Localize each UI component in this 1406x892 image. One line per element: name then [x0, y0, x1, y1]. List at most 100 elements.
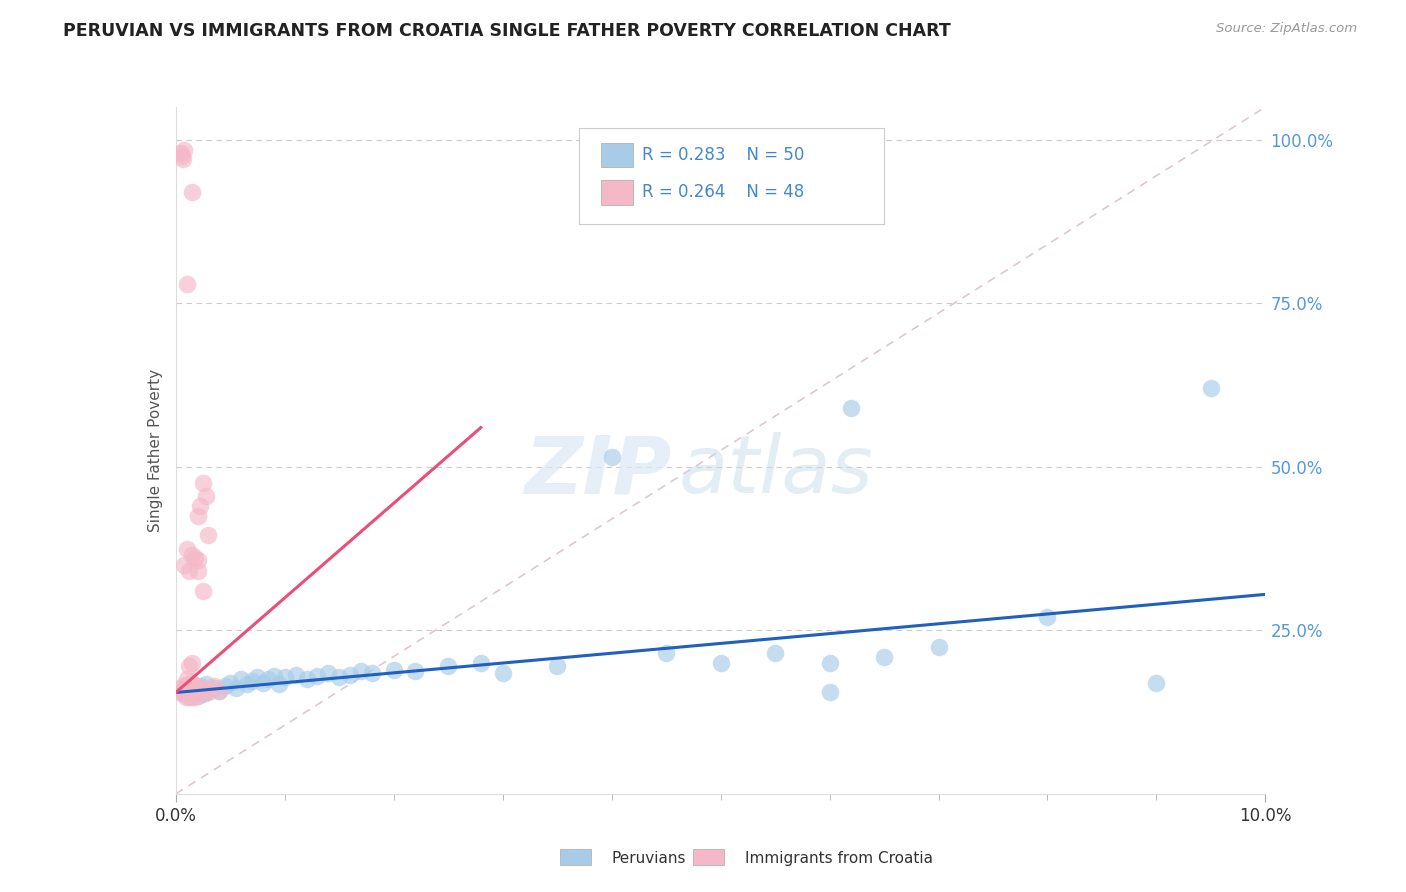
Point — [173, 558, 195, 572]
Point — [246, 670, 269, 684]
Point — [173, 143, 195, 157]
Point — [181, 548, 204, 562]
Point — [208, 683, 231, 698]
Point — [328, 670, 350, 684]
Point — [437, 659, 460, 673]
Point — [219, 675, 242, 690]
Point — [841, 401, 863, 415]
Point — [274, 670, 297, 684]
Point — [263, 669, 285, 683]
Point — [188, 499, 211, 513]
Text: PERUVIAN VS IMMIGRANTS FROM CROATIA SINGLE FATHER POVERTY CORRELATION CHART: PERUVIAN VS IMMIGRANTS FROM CROATIA SING… — [63, 22, 950, 40]
Point — [179, 681, 201, 695]
Point — [184, 683, 207, 698]
Point — [176, 682, 198, 697]
Point — [360, 665, 382, 680]
Text: atlas: atlas — [679, 432, 875, 510]
Point — [763, 646, 786, 660]
Point — [318, 665, 340, 680]
Point — [181, 656, 204, 670]
Point — [195, 677, 218, 691]
FancyBboxPatch shape — [560, 849, 591, 865]
Point — [225, 681, 247, 695]
Point — [177, 690, 200, 704]
Point — [1199, 381, 1222, 395]
Point — [181, 675, 204, 690]
Point — [181, 185, 204, 199]
Point — [818, 656, 841, 670]
Point — [197, 685, 219, 699]
Point — [382, 663, 405, 677]
Point — [1144, 675, 1167, 690]
Text: ZIP: ZIP — [524, 432, 672, 510]
FancyBboxPatch shape — [600, 143, 633, 168]
Point — [186, 552, 209, 566]
Point — [405, 664, 427, 678]
Point — [173, 685, 195, 699]
Point — [257, 673, 280, 687]
Text: Peruvians: Peruvians — [612, 851, 686, 865]
Point — [350, 664, 373, 678]
Point — [492, 665, 515, 680]
Point — [191, 688, 214, 702]
Point — [172, 683, 194, 698]
Point — [176, 685, 198, 699]
Point — [180, 683, 202, 698]
Point — [181, 681, 204, 695]
Point — [873, 649, 896, 664]
FancyBboxPatch shape — [600, 180, 633, 204]
Point — [173, 688, 195, 702]
Point — [235, 677, 257, 691]
Point — [197, 683, 219, 698]
Point — [307, 669, 329, 683]
Text: R = 0.264    N = 48: R = 0.264 N = 48 — [643, 183, 804, 202]
Point — [269, 677, 291, 691]
Point — [170, 681, 193, 695]
Point — [600, 450, 623, 464]
Y-axis label: Single Father Poverty: Single Father Poverty — [148, 369, 163, 532]
Point — [208, 683, 231, 698]
Point — [176, 541, 198, 556]
Point — [177, 677, 200, 691]
Point — [197, 528, 219, 542]
Point — [172, 153, 194, 167]
Point — [176, 277, 198, 291]
Point — [186, 689, 209, 703]
Point — [184, 551, 207, 566]
Point — [214, 679, 236, 693]
Point — [170, 145, 193, 160]
Point — [186, 682, 209, 697]
Text: Source: ZipAtlas.com: Source: ZipAtlas.com — [1216, 22, 1357, 36]
Point — [202, 681, 225, 695]
Point — [470, 656, 492, 670]
FancyBboxPatch shape — [579, 128, 884, 224]
Point — [191, 584, 214, 599]
Point — [177, 685, 200, 699]
Point — [186, 685, 209, 699]
Point — [284, 668, 307, 682]
Point — [181, 681, 204, 695]
Point — [339, 668, 361, 682]
Point — [195, 685, 218, 699]
Point — [174, 690, 197, 704]
Point — [202, 679, 225, 693]
Point — [188, 679, 211, 693]
Point — [176, 673, 198, 687]
FancyBboxPatch shape — [693, 849, 724, 865]
Point — [177, 659, 200, 673]
Point — [295, 673, 318, 687]
Point — [183, 685, 205, 699]
Point — [546, 659, 568, 673]
Point — [252, 675, 274, 690]
Point — [240, 674, 263, 689]
Text: R = 0.283    N = 50: R = 0.283 N = 50 — [643, 146, 804, 164]
Point — [177, 565, 200, 579]
Point — [818, 685, 841, 699]
Point — [186, 508, 209, 523]
Point — [191, 681, 214, 695]
Point — [172, 679, 194, 693]
Point — [655, 646, 678, 660]
Point — [1036, 610, 1059, 624]
Point — [172, 149, 194, 163]
Point — [188, 685, 211, 699]
